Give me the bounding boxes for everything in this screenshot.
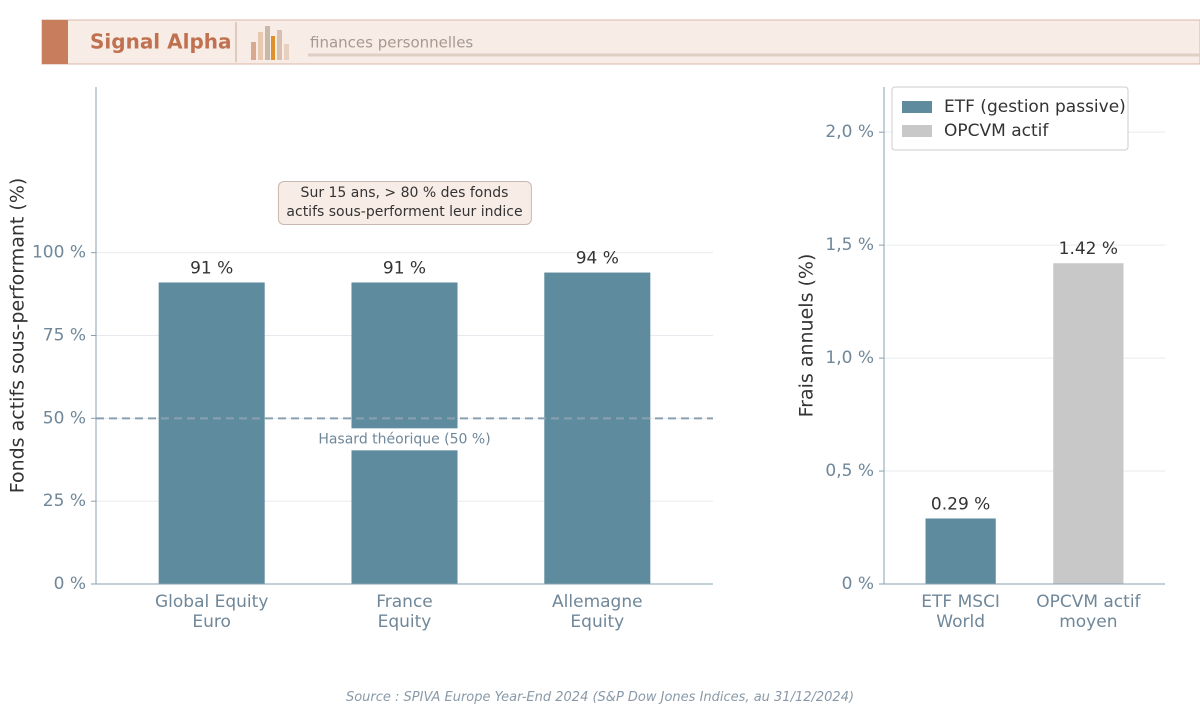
y-tick-label: 0 % [842,574,874,594]
reference-label: Hasard théorique (50 %) [318,431,490,447]
y-tick-label: 50 % [43,408,86,428]
bar [1053,263,1124,584]
bar [925,518,996,584]
y-axis-label: Frais annuels (%) [796,254,818,418]
y-tick-label: 2,0 % [825,122,874,142]
legend-swatch [902,101,932,113]
header-block [42,20,68,64]
value-label: 0.29 % [931,494,990,514]
y-tick-label: 75 % [43,326,86,346]
legend-label: ETF (gestion passive) [944,97,1126,117]
y-tick-label: 25 % [43,491,86,511]
x-tick-label: Allemagne Equity [552,592,643,632]
y-tick-label: 100 % [32,243,86,263]
header-subtitle: finances personnelles [310,34,473,52]
y-tick-label: 0 % [54,574,86,594]
x-tick-label: OPCVM actif moyen [1036,592,1141,632]
value-label: 91 % [190,258,233,278]
reference-label-bg [314,428,495,451]
y-tick-label: 1,5 % [825,235,874,255]
y-tick-label: 0,5 % [825,461,874,481]
x-tick-label: France Equity [376,592,433,632]
bar [544,272,651,584]
logo [251,26,289,60]
value-label: 1.42 % [1059,239,1118,259]
x-tick-label: Global Equity Euro [154,592,269,632]
source: Source : SPIVA Europe Year-End 2024 (S&P… [345,690,855,705]
value-label: 94 % [576,249,619,269]
header-band [41,19,1200,65]
annotation: Sur 15 ans, > 80 % des fonds actifs sous… [277,180,532,225]
value-label: 91 % [383,258,426,278]
y-axis-label: Fonds actifs sous-performant (%) [7,178,29,494]
x-tick-label: ETF MSCI World [921,592,1000,632]
y-tick-label: 1,0 % [825,348,874,368]
legend-swatch [902,125,932,137]
header-title: Signal Alpha [90,30,232,54]
legend-label: OPCVM actif [944,121,1049,141]
legend-box [891,86,1129,151]
bar [158,282,265,584]
